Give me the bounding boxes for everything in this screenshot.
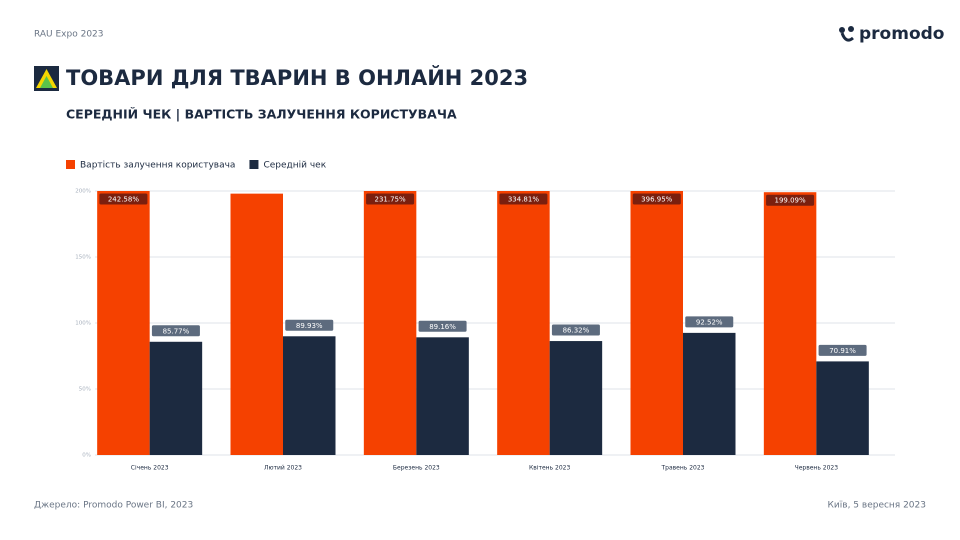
- y-tick-label: 200%: [75, 189, 91, 195]
- title-icon: [34, 66, 59, 91]
- bar: [497, 191, 550, 455]
- bar: [683, 332, 736, 455]
- value-label: 89.16%: [429, 323, 456, 331]
- bar: [549, 341, 603, 455]
- brand-name: promodo: [859, 24, 944, 44]
- value-label-box: [766, 194, 815, 206]
- value-label: 231.75%: [375, 196, 406, 204]
- bar: [416, 337, 469, 455]
- event-label: RAU Expo 2023: [34, 30, 104, 40]
- bar: [363, 191, 417, 455]
- value-label-box: [99, 193, 148, 205]
- value-label-box: [685, 316, 734, 328]
- y-tick-label: 50%: [79, 387, 91, 393]
- y-tick-label: 0%: [82, 453, 91, 459]
- legend-label: Середній чек: [263, 161, 326, 171]
- legend-swatch: [249, 160, 259, 169]
- value-label-box: [285, 319, 334, 331]
- value-label: 396.95%: [641, 196, 672, 204]
- bar: [283, 336, 336, 455]
- value-label: 70.91%: [829, 347, 856, 355]
- x-tick-label: Квітень 2023: [529, 465, 570, 472]
- subtitle: СЕРЕДНІЙ ЧЕК | ВАРТІСТЬ ЗАЛУЧЕННЯ КОРИСТ…: [66, 107, 457, 122]
- value-label: 86.32%: [563, 327, 590, 335]
- bar: [816, 361, 869, 455]
- value-label-box: [551, 324, 600, 336]
- value-label: 334.81%: [508, 196, 539, 204]
- y-tick-label: 100%: [75, 321, 91, 327]
- legend-label: Вартість залучення користувача: [80, 161, 235, 171]
- value-label-box: [418, 320, 467, 332]
- value-label: 242.58%: [108, 196, 139, 204]
- value-label: 199.09%: [775, 197, 806, 205]
- bar: [97, 191, 150, 455]
- value-label: 89.93%: [296, 322, 323, 330]
- x-tick-label: Січень 2023: [131, 465, 169, 472]
- bars: [97, 191, 869, 455]
- legend-swatch: [66, 160, 75, 169]
- brand-logo: promodo: [839, 24, 944, 44]
- bar: [149, 341, 203, 455]
- x-tick-label: Травень 2023: [660, 465, 704, 472]
- value-label-box: [366, 193, 415, 205]
- bar: [630, 191, 683, 455]
- value-label-box: [632, 193, 681, 205]
- value-label-box: [818, 344, 867, 356]
- value-label-box: [499, 193, 548, 205]
- bar: [763, 192, 817, 455]
- x-tick-label: Лютий 2023: [264, 465, 302, 472]
- source: Джерело: Promodo Power BI, 2023: [34, 501, 193, 511]
- x-tick-label: Червень 2023: [795, 465, 839, 472]
- value-label: 92.52%: [696, 318, 723, 326]
- y-tick-label: 150%: [75, 255, 91, 261]
- place-date: Київ, 5 вересня 2023: [828, 501, 926, 511]
- title: ТОВАРИ ДЛЯ ТВАРИН В ОНЛАЙН 2023: [66, 65, 528, 90]
- x-tick-label: Березень 2023: [393, 465, 440, 472]
- value-label-box: [151, 325, 200, 337]
- bar: [230, 193, 283, 455]
- value-label: 85.77%: [163, 327, 190, 335]
